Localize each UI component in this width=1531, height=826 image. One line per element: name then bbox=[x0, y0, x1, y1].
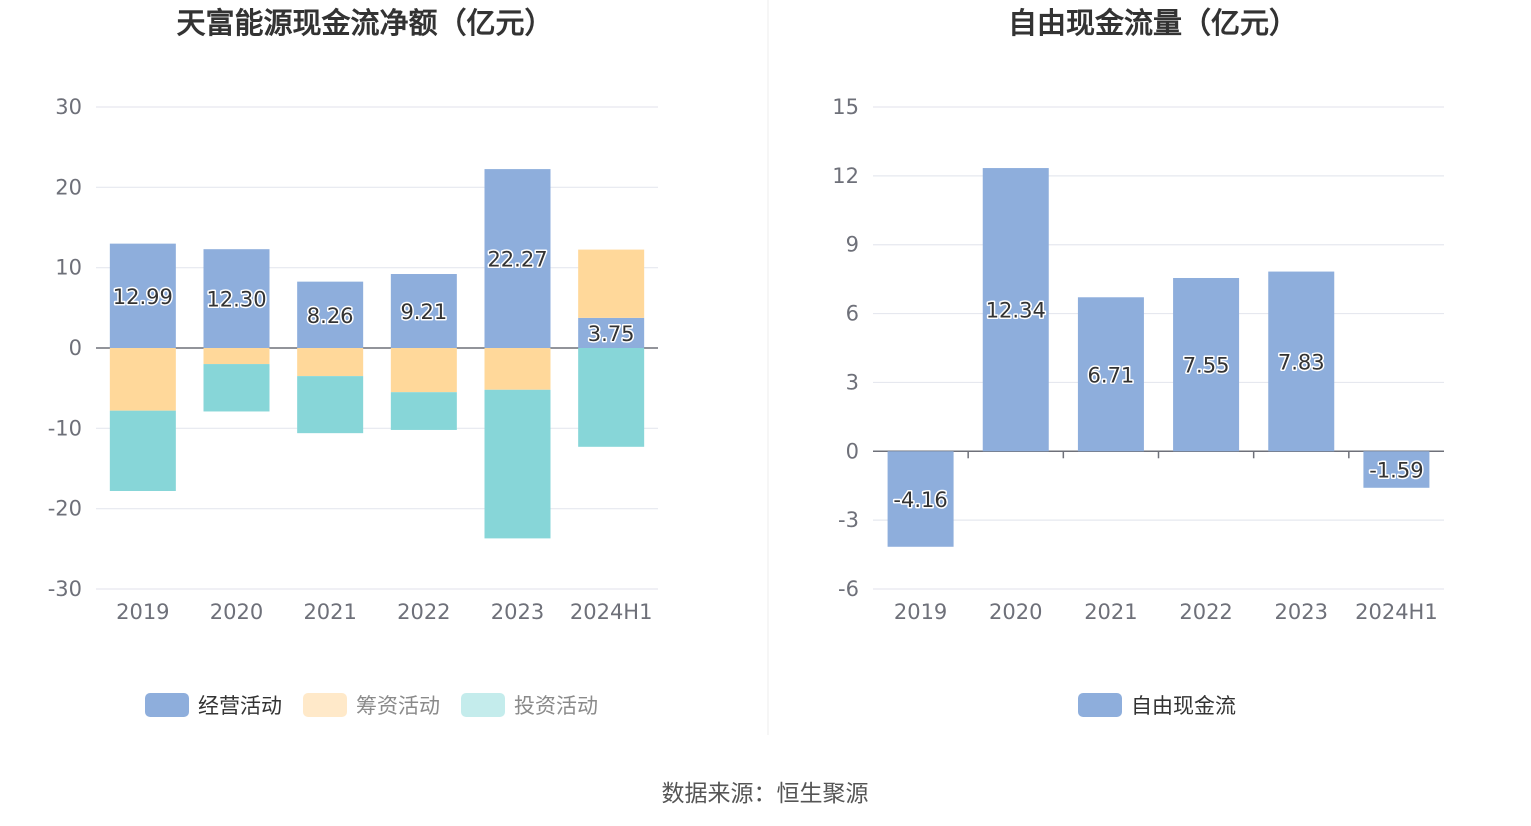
bar-1 bbox=[1173, 277, 1240, 452]
y-tick-label: -10 bbox=[48, 416, 82, 440]
x-tick-label: 2021 bbox=[1084, 600, 1137, 624]
bar-1 bbox=[1268, 271, 1335, 452]
bar-2 bbox=[578, 249, 645, 318]
y-tick-label: 9 bbox=[846, 233, 859, 257]
x-tick-label: 2020 bbox=[989, 600, 1042, 624]
data-label: 8.26 bbox=[307, 304, 354, 328]
chart-title: 自由现金流量（亿元） bbox=[1008, 6, 1298, 40]
bar-2 bbox=[484, 348, 551, 390]
x-tick-label: 2022 bbox=[397, 600, 450, 624]
y-tick-label: -6 bbox=[838, 577, 859, 601]
bar-1 bbox=[1077, 297, 1144, 452]
bar-1 bbox=[484, 169, 551, 348]
bar-1 bbox=[390, 274, 457, 348]
data-label: 12.30 bbox=[206, 288, 266, 312]
bar-1 bbox=[203, 249, 270, 348]
bar-1 bbox=[578, 317, 645, 348]
y-tick-label: 3 bbox=[846, 370, 859, 394]
y-tick-label: -30 bbox=[48, 577, 82, 601]
data-label: 22.27 bbox=[487, 248, 547, 272]
x-tick-label: 2020 bbox=[210, 600, 263, 624]
data-label: 7.83 bbox=[1278, 350, 1325, 374]
bar-3 bbox=[203, 364, 270, 412]
data-label: 12.99 bbox=[113, 285, 173, 309]
legend-label: 经营活动 bbox=[198, 694, 282, 718]
bar-1 bbox=[887, 451, 954, 547]
y-tick-label: 15 bbox=[832, 95, 859, 119]
chart-title: 天富能源现金流净额（亿元） bbox=[176, 6, 553, 40]
legend-label: 筹资活动 bbox=[356, 694, 440, 718]
bar-2 bbox=[390, 348, 457, 393]
y-tick-label: 30 bbox=[55, 95, 82, 119]
legend-label: 投资活动 bbox=[514, 694, 598, 718]
bar-2 bbox=[109, 348, 176, 411]
legend-label: 自由现金流 bbox=[1131, 694, 1236, 718]
x-tick-label: 2021 bbox=[303, 600, 356, 624]
y-tick-label: 10 bbox=[55, 256, 82, 280]
x-tick-label: 2022 bbox=[1179, 600, 1232, 624]
y-tick-label: 0 bbox=[846, 439, 859, 463]
legend-swatch bbox=[303, 693, 347, 717]
bar-2 bbox=[297, 348, 364, 377]
legend-swatch bbox=[1078, 693, 1122, 717]
y-tick-label: 20 bbox=[55, 175, 82, 199]
y-tick-label: 6 bbox=[846, 302, 859, 326]
x-tick-label: 2024H1 bbox=[1355, 600, 1438, 624]
legend-swatch bbox=[461, 693, 505, 717]
y-tick-label: 0 bbox=[69, 336, 82, 360]
x-tick-label: 2023 bbox=[1275, 600, 1328, 624]
bar-1 bbox=[982, 168, 1049, 452]
bar-1 bbox=[1363, 451, 1430, 488]
bar-3 bbox=[390, 392, 457, 430]
bar-3 bbox=[109, 410, 176, 491]
x-tick-label: 2024H1 bbox=[570, 600, 653, 624]
data-label: -1.59 bbox=[1369, 459, 1423, 483]
data-label: -4.16 bbox=[893, 488, 947, 512]
x-tick-label: 2023 bbox=[491, 600, 544, 624]
y-tick-label: 12 bbox=[832, 164, 859, 188]
data-label: 6.71 bbox=[1088, 363, 1135, 387]
bar-3 bbox=[484, 389, 551, 539]
data-label: 9.21 bbox=[400, 300, 447, 324]
x-tick-label: 2019 bbox=[116, 600, 169, 624]
bar-2 bbox=[203, 348, 270, 365]
bar-1 bbox=[109, 243, 176, 348]
y-tick-label: -3 bbox=[838, 508, 859, 532]
data-label: 3.75 bbox=[588, 322, 635, 346]
x-tick-label: 2019 bbox=[894, 600, 947, 624]
y-tick-label: -20 bbox=[48, 497, 82, 521]
bar-3 bbox=[297, 376, 364, 434]
data-source-note: 数据来源：恒生聚源 bbox=[662, 781, 869, 807]
legend-swatch bbox=[145, 693, 189, 717]
bar-3 bbox=[578, 348, 645, 447]
bar-1 bbox=[297, 281, 364, 348]
data-label: 12.34 bbox=[986, 299, 1046, 323]
free-cash-flow-chart: 自由现金流量（亿元） 15 12 9 6 3 0 -3 -6 2019 2020 2021 2022 20… bbox=[832, 6, 1444, 718]
cash-flow-net-chart: 天富能源现金流净额（亿元） 30 20 10 0 -10 -20 -30 2019 2020 202… bbox=[48, 6, 658, 718]
data-label: 7.55 bbox=[1183, 354, 1230, 378]
